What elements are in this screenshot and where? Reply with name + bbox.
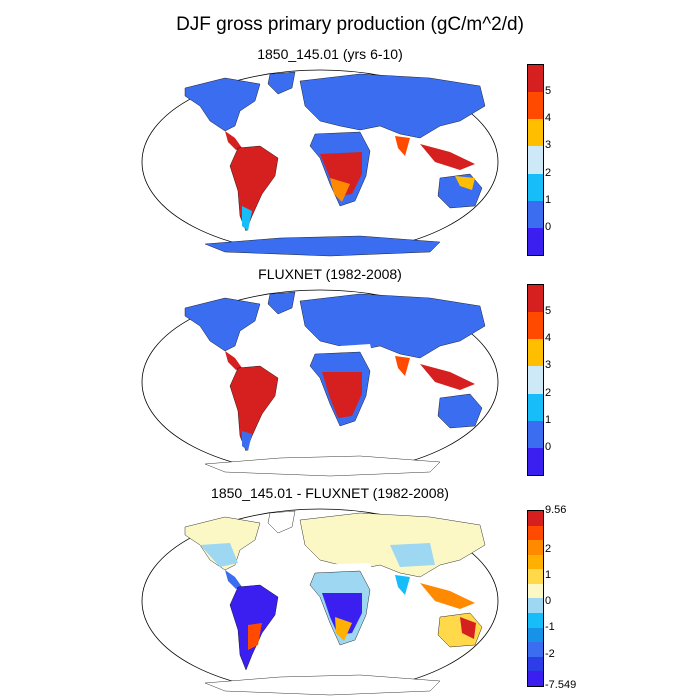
panel-1-map <box>141 69 499 257</box>
panel-3-title: 1850_145.01 - FLUXNET (1982-2008) <box>211 485 449 501</box>
panel-1-title: 1850_145.01 (yrs 6-10) <box>257 46 403 62</box>
colorbar-segment <box>528 285 543 313</box>
figure-title: DJF gross primary production (gC/m^2/d) <box>176 14 524 35</box>
colorbar-segment <box>528 173 543 201</box>
panel-3-map <box>141 508 499 696</box>
panel-3-colorbar <box>527 510 544 687</box>
colorbar-segment <box>528 511 543 526</box>
colorbar-tick-label: 9.56 <box>545 504 567 516</box>
colorbar-tick-label: 5 <box>545 85 552 98</box>
colorbar-segment <box>528 227 543 255</box>
panel-2-title: FLUXNET (1982-2008) <box>258 266 402 282</box>
colorbar-segment <box>528 420 543 448</box>
colorbar-segment <box>528 671 543 686</box>
colorbar-segment <box>528 613 543 628</box>
colorbar-segment <box>528 92 543 120</box>
colorbar-segment <box>528 525 543 541</box>
panel-1-colorbar <box>527 64 544 256</box>
colorbar-segment <box>528 65 543 93</box>
colorbar-segment <box>528 656 543 672</box>
colorbar-tick-label: -1 <box>545 621 555 634</box>
colorbar-tick-label: 5 <box>545 305 552 318</box>
colorbar-tick-label: 4 <box>545 112 552 125</box>
colorbar-tick-label: 1 <box>545 413 552 426</box>
colorbar-segment <box>528 393 543 421</box>
panel-2-colorbar <box>527 284 544 476</box>
colorbar-segment <box>528 598 543 614</box>
colorbar-segment <box>528 627 543 643</box>
panel-2-map <box>141 289 499 477</box>
colorbar-tick-label: 2 <box>545 386 552 399</box>
colorbar-tick-label: 0 <box>545 440 552 453</box>
colorbar-tick-label: 1 <box>545 193 552 206</box>
colorbar-tick-label: 4 <box>545 332 552 345</box>
colorbar-tick-label: 0 <box>545 595 552 607</box>
colorbar-tick-label: 1 <box>545 568 552 581</box>
colorbar-segment <box>528 447 543 475</box>
colorbar-tick-label: -2 <box>545 647 555 660</box>
colorbar-segment <box>528 554 543 570</box>
colorbar-tick-label: 0 <box>545 220 552 233</box>
colorbar-segment <box>528 569 543 584</box>
colorbar-tick-label: -7.549 <box>545 679 577 691</box>
colorbar-segment <box>528 642 543 657</box>
colorbar-tick-label: 2 <box>545 166 552 179</box>
colorbar-segment <box>528 119 543 147</box>
colorbar-segment <box>528 200 543 228</box>
colorbar-tick-label: 2 <box>545 542 552 555</box>
colorbar-segment <box>528 366 543 394</box>
colorbar-segment <box>528 312 543 340</box>
colorbar-tick-label: 3 <box>545 359 552 372</box>
colorbar-segment <box>528 583 543 599</box>
colorbar-segment <box>528 146 543 174</box>
colorbar-segment <box>528 339 543 367</box>
colorbar-segment <box>528 540 543 555</box>
colorbar-tick-label: 3 <box>545 139 552 152</box>
